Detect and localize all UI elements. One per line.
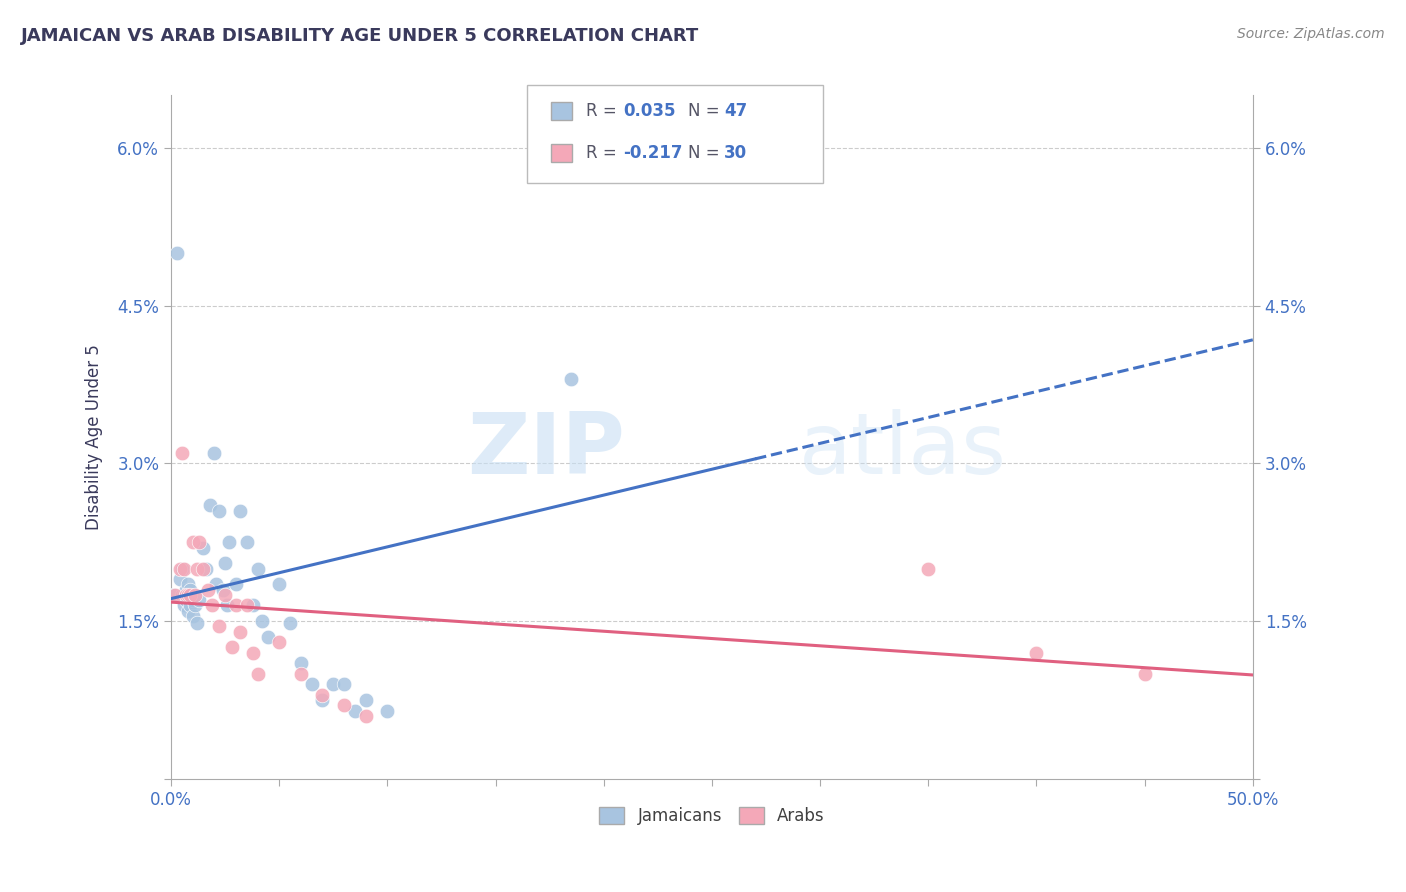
Legend: Jamaicans, Arabs: Jamaicans, Arabs bbox=[592, 801, 831, 832]
Point bbox=[235, 535, 257, 549]
Point bbox=[207, 504, 229, 518]
Point bbox=[174, 582, 197, 597]
Text: R =: R = bbox=[586, 144, 623, 162]
Point bbox=[170, 588, 193, 602]
Point bbox=[205, 577, 228, 591]
Point bbox=[257, 630, 280, 644]
Point bbox=[269, 577, 291, 591]
Point bbox=[173, 561, 195, 575]
Point bbox=[212, 582, 235, 597]
Point bbox=[354, 693, 377, 707]
Point bbox=[170, 561, 193, 575]
Point bbox=[229, 504, 252, 518]
Point bbox=[550, 167, 572, 181]
Point bbox=[186, 561, 208, 575]
Point bbox=[198, 499, 221, 513]
Point bbox=[197, 582, 219, 597]
Point bbox=[242, 646, 264, 660]
Point bbox=[177, 604, 200, 618]
Point bbox=[250, 614, 273, 628]
Point bbox=[290, 666, 312, 681]
Point bbox=[278, 616, 301, 631]
Point bbox=[333, 677, 356, 691]
Point bbox=[174, 593, 197, 607]
Point bbox=[169, 561, 191, 575]
Text: R =: R = bbox=[586, 102, 623, 120]
Point bbox=[177, 577, 200, 591]
Point bbox=[354, 708, 377, 723]
Point bbox=[184, 599, 207, 613]
Point bbox=[301, 677, 323, 691]
Point bbox=[225, 577, 247, 591]
Point bbox=[246, 666, 269, 681]
Point bbox=[179, 582, 201, 597]
Point bbox=[311, 688, 333, 702]
Point bbox=[218, 535, 240, 549]
Text: -0.217: -0.217 bbox=[623, 144, 682, 162]
Point bbox=[170, 446, 193, 460]
Point bbox=[214, 557, 236, 571]
Point bbox=[242, 599, 264, 613]
Point bbox=[177, 588, 200, 602]
Point bbox=[165, 588, 187, 602]
Point bbox=[184, 588, 207, 602]
Point bbox=[333, 698, 356, 713]
Point bbox=[217, 599, 239, 613]
Point bbox=[173, 599, 195, 613]
Point bbox=[290, 657, 312, 671]
Point bbox=[179, 588, 201, 602]
Point bbox=[246, 561, 269, 575]
Text: N =: N = bbox=[688, 102, 724, 120]
Y-axis label: Disability Age Under 5: Disability Age Under 5 bbox=[86, 344, 103, 530]
Point bbox=[225, 599, 247, 613]
Point bbox=[377, 704, 399, 718]
Point bbox=[194, 561, 217, 575]
Point bbox=[188, 535, 211, 549]
Point bbox=[181, 593, 204, 607]
Text: ZIP: ZIP bbox=[468, 409, 626, 492]
Point bbox=[181, 608, 204, 623]
Point bbox=[193, 561, 215, 575]
Point bbox=[269, 635, 291, 649]
Point bbox=[1025, 646, 1047, 660]
Point bbox=[221, 640, 243, 655]
Text: atlas: atlas bbox=[799, 409, 1007, 492]
Point bbox=[174, 588, 197, 602]
Point bbox=[162, 588, 184, 602]
Text: 30: 30 bbox=[724, 144, 747, 162]
Point bbox=[917, 561, 939, 575]
Text: JAMAICAN VS ARAB DISABILITY AGE UNDER 5 CORRELATION CHART: JAMAICAN VS ARAB DISABILITY AGE UNDER 5 … bbox=[21, 27, 699, 45]
Point bbox=[311, 693, 333, 707]
Point bbox=[193, 541, 215, 555]
Text: 0.035: 0.035 bbox=[623, 102, 675, 120]
Point bbox=[169, 572, 191, 586]
Point bbox=[322, 677, 344, 691]
Point bbox=[186, 616, 208, 631]
Point bbox=[1133, 666, 1156, 681]
Point bbox=[188, 593, 211, 607]
Point bbox=[181, 535, 204, 549]
Point bbox=[214, 588, 236, 602]
Point bbox=[229, 624, 252, 639]
Point bbox=[560, 372, 582, 386]
Point bbox=[173, 588, 195, 602]
Point bbox=[179, 599, 201, 613]
Point bbox=[166, 246, 188, 260]
Point bbox=[202, 446, 225, 460]
Text: 47: 47 bbox=[724, 102, 748, 120]
Point bbox=[207, 619, 229, 633]
Text: Source: ZipAtlas.com: Source: ZipAtlas.com bbox=[1237, 27, 1385, 41]
Point bbox=[343, 704, 366, 718]
Point bbox=[201, 599, 224, 613]
Point bbox=[235, 599, 257, 613]
Text: N =: N = bbox=[688, 144, 724, 162]
